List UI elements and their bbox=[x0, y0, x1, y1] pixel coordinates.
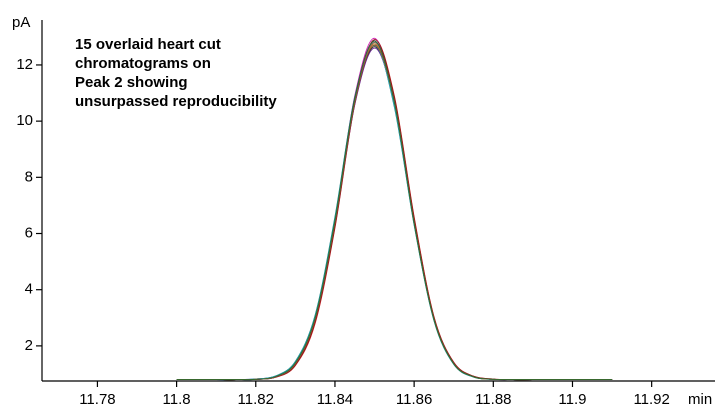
trace bbox=[176, 39, 613, 381]
x-tick-label: 11.9 bbox=[558, 391, 586, 408]
x-tick-label: 11.88 bbox=[475, 391, 511, 408]
annotation: 15 overlaid heart cut bbox=[75, 36, 221, 53]
x-tick-label: 11.84 bbox=[317, 391, 353, 408]
y-tick-label: 6 bbox=[25, 224, 33, 241]
x-tick-label: 11.8 bbox=[163, 391, 191, 408]
y-tick-label: 10 bbox=[16, 112, 33, 129]
x-axis-label: min bbox=[688, 391, 712, 408]
y-tick-label: 12 bbox=[16, 56, 33, 73]
trace bbox=[176, 40, 613, 381]
annotation: unsurpassed reproducibility bbox=[75, 93, 277, 110]
y-tick-label: 8 bbox=[25, 168, 33, 185]
trace bbox=[176, 37, 613, 381]
x-tick-label: 11.92 bbox=[633, 391, 669, 408]
trace bbox=[176, 39, 613, 381]
y-tick-label: 4 bbox=[25, 281, 33, 298]
trace bbox=[176, 40, 613, 381]
annotation: Peak 2 showing bbox=[75, 74, 188, 91]
y-tick-label: 2 bbox=[25, 337, 33, 354]
annotation: chromatograms on bbox=[75, 55, 211, 72]
y-axis-label: pA bbox=[12, 14, 30, 31]
x-tick-label: 11.86 bbox=[396, 391, 432, 408]
trace bbox=[176, 40, 613, 381]
x-tick-label: 11.78 bbox=[79, 391, 115, 408]
x-tick-label: 11.82 bbox=[238, 391, 274, 408]
